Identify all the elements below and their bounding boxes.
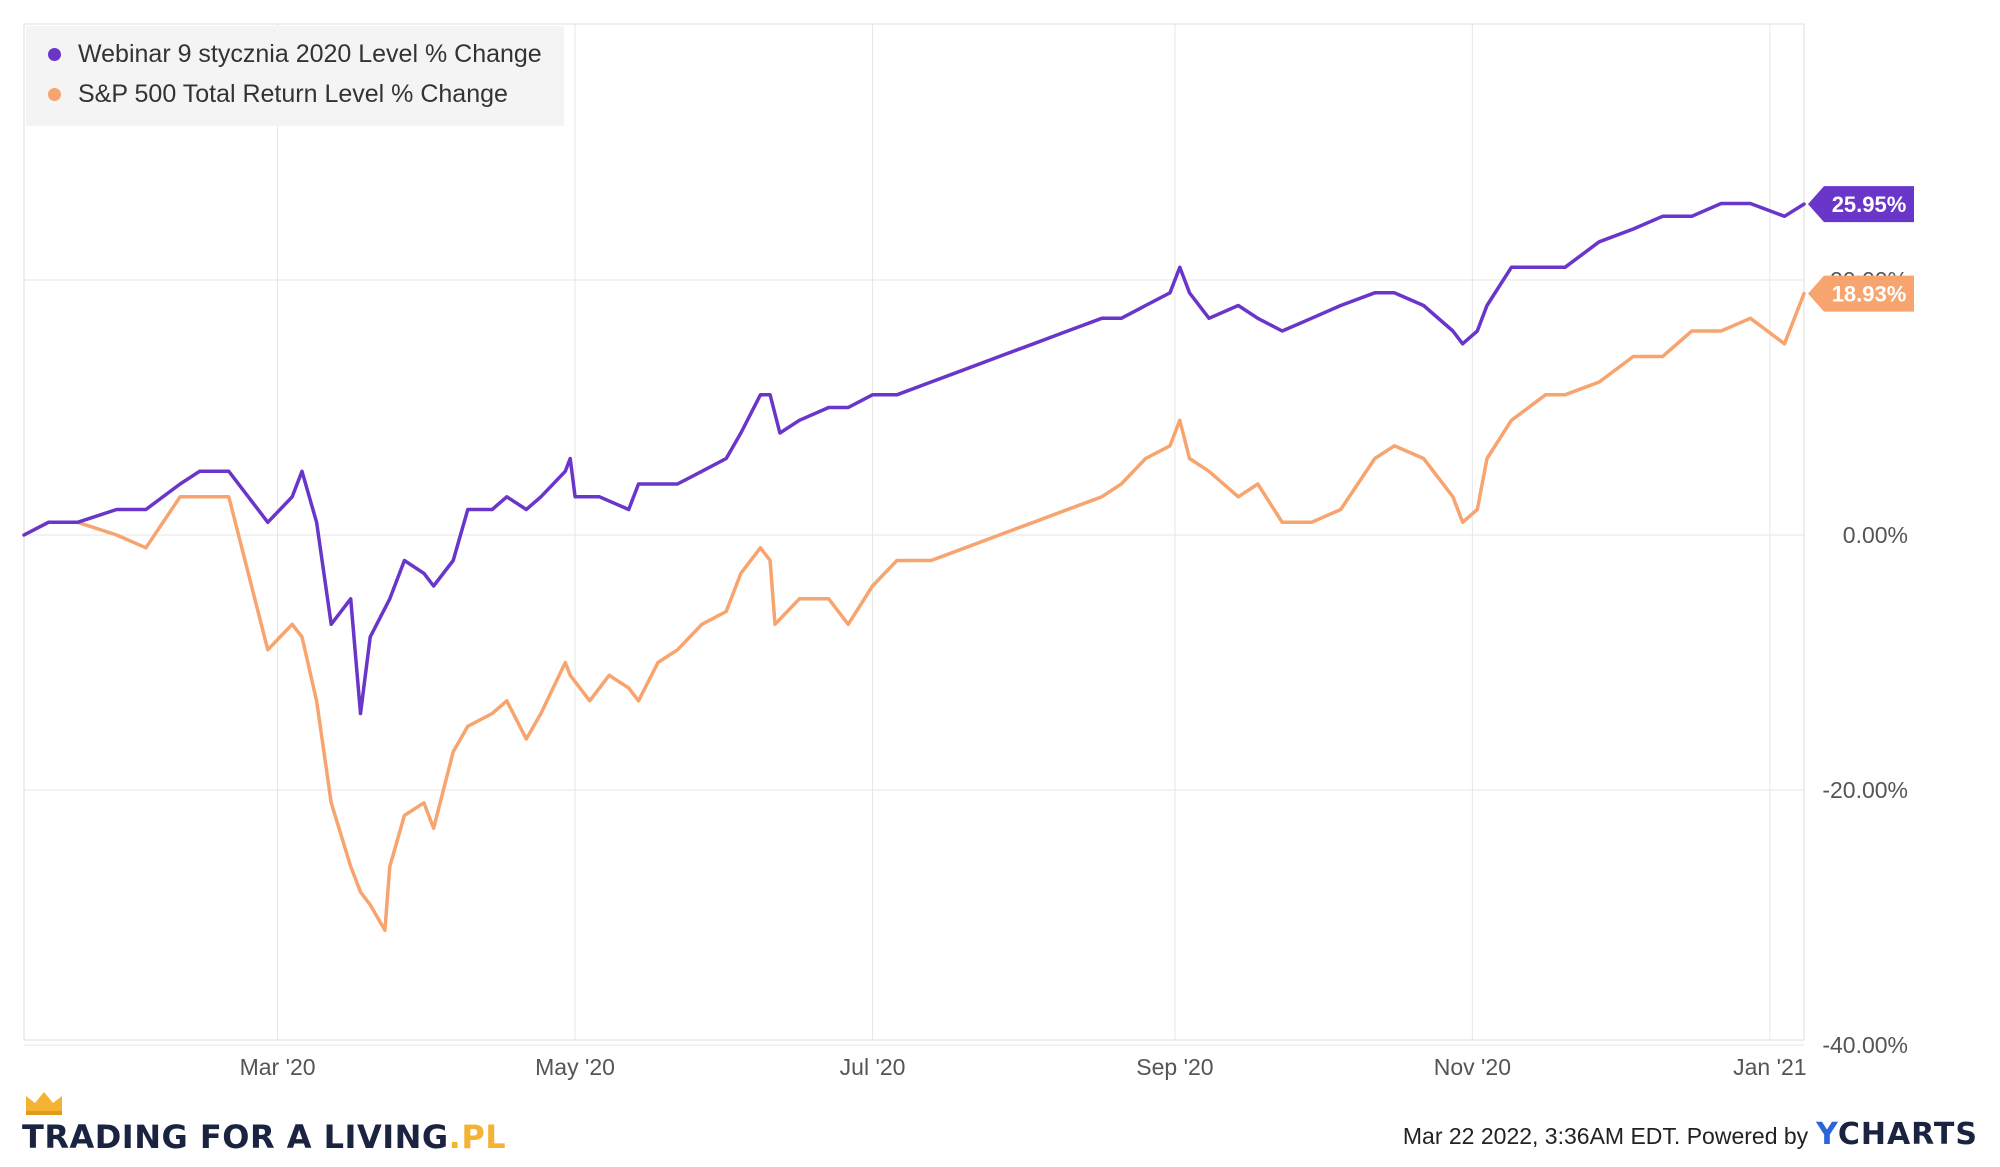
- chart-legend: Webinar 9 stycznia 2020 Level % Change S…: [26, 26, 564, 126]
- x-tick-label: Sep '20: [1136, 1054, 1213, 1080]
- legend-label: Webinar 9 stycznia 2020 Level % Change: [78, 39, 542, 68]
- series-line-webinar: [22, 201, 1806, 716]
- series-layer: [22, 201, 1806, 933]
- legend-marker: [48, 87, 61, 101]
- x-tick-label: May '20: [535, 1054, 615, 1080]
- legend-item-sp500[interactable]: S&P 500 Total Return Level % Change: [48, 76, 508, 112]
- crown-icon: [26, 1092, 62, 1115]
- ycharts-logo-y: Y: [1816, 1117, 1838, 1152]
- plot-frame: [23, 23, 1805, 1041]
- y-tick-label: -40.00%: [1822, 1032, 1908, 1058]
- x-tick-label: Jan '21: [1733, 1054, 1806, 1080]
- ycharts-logo[interactable]: YCHARTS: [1816, 1117, 1978, 1152]
- legend-item-webinar[interactable]: Webinar 9 stycznia 2020 Level % Change: [48, 36, 542, 72]
- brand-name: TRADING FOR A LIVING.PL: [22, 1118, 506, 1156]
- end-value-flag-shape: [1808, 186, 1914, 223]
- brand-main: TRADING FOR A LIVING: [22, 1118, 449, 1156]
- y-tick-label: -20.00%: [1822, 777, 1908, 803]
- ycharts-logo-rest: CHARTS: [1837, 1117, 1978, 1152]
- grid-layer: [23, 23, 1805, 1046]
- end-value-label: 18.93%: [1832, 282, 1907, 307]
- brand-suffix: .PL: [448, 1118, 507, 1156]
- timestamp: Mar 22 2022, 3:36AM EDT.: [1402, 1123, 1681, 1149]
- chart-footer: Mar 22 2022, 3:36AM EDT. Powered by YCHA…: [1403, 1117, 1978, 1152]
- end-value-flag-webinar: 25.95%: [1808, 186, 1914, 223]
- x-tick-label: Nov '20: [1434, 1054, 1511, 1080]
- series-line-sp500: [22, 291, 1806, 933]
- end-value-flag-shape: [1808, 275, 1914, 312]
- end-value-label: 25.95%: [1832, 192, 1907, 217]
- legend-label: S&P 500 Total Return Level % Change: [78, 79, 508, 108]
- legend-marker: [48, 47, 61, 61]
- end-value-flag-sp500: 18.93%: [1808, 275, 1914, 312]
- powered-by-text: Powered by: [1686, 1123, 1809, 1149]
- x-tick-label: Jul '20: [840, 1054, 906, 1080]
- y-tick-label: 0.00%: [1843, 522, 1908, 548]
- x-tick-label: Mar '20: [240, 1054, 316, 1080]
